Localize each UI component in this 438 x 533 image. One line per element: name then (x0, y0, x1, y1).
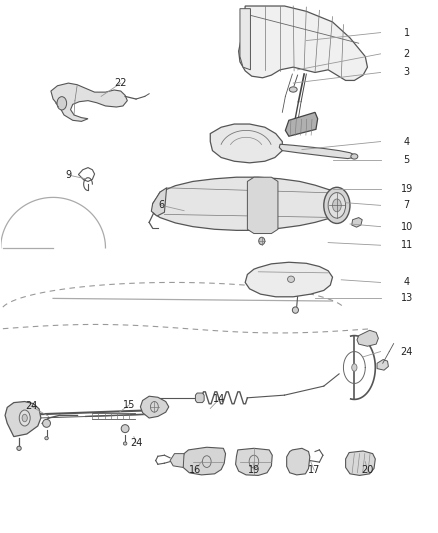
Ellipse shape (124, 442, 127, 445)
Polygon shape (210, 124, 283, 163)
Polygon shape (377, 360, 389, 370)
Polygon shape (287, 448, 310, 475)
Text: 24: 24 (401, 346, 413, 357)
Text: 16: 16 (189, 465, 201, 475)
Polygon shape (182, 447, 226, 475)
Ellipse shape (352, 364, 357, 371)
Ellipse shape (22, 414, 27, 422)
Ellipse shape (57, 96, 67, 110)
Ellipse shape (42, 419, 50, 427)
Text: 2: 2 (404, 49, 410, 59)
Ellipse shape (292, 307, 298, 313)
Text: 9: 9 (65, 170, 71, 180)
Ellipse shape (259, 237, 265, 245)
Polygon shape (286, 112, 318, 136)
Polygon shape (236, 448, 272, 475)
Ellipse shape (19, 410, 30, 426)
Polygon shape (240, 9, 251, 70)
Text: 4: 4 (404, 278, 410, 287)
Text: 24: 24 (25, 401, 37, 411)
Polygon shape (170, 454, 184, 467)
Polygon shape (195, 393, 204, 402)
Text: 13: 13 (401, 293, 413, 303)
Text: 6: 6 (158, 200, 164, 211)
Text: 11: 11 (401, 240, 413, 250)
Text: 3: 3 (404, 68, 410, 77)
Ellipse shape (328, 192, 346, 218)
Polygon shape (245, 262, 332, 297)
Polygon shape (152, 177, 348, 230)
Text: 7: 7 (404, 200, 410, 211)
Ellipse shape (289, 87, 297, 92)
Text: 19: 19 (248, 465, 260, 475)
Ellipse shape (17, 446, 21, 450)
Polygon shape (279, 144, 354, 159)
Polygon shape (151, 188, 166, 216)
Polygon shape (5, 401, 41, 437)
Ellipse shape (288, 276, 294, 282)
Polygon shape (141, 396, 169, 418)
Text: 14: 14 (213, 394, 225, 405)
Ellipse shape (324, 187, 350, 223)
Polygon shape (357, 330, 378, 346)
Polygon shape (51, 83, 127, 122)
Ellipse shape (45, 437, 48, 440)
Polygon shape (346, 451, 375, 475)
Ellipse shape (351, 154, 358, 159)
Text: 5: 5 (404, 155, 410, 165)
Text: 4: 4 (404, 136, 410, 147)
Polygon shape (352, 217, 362, 227)
Text: 10: 10 (401, 222, 413, 232)
Text: 15: 15 (124, 400, 136, 410)
Polygon shape (239, 6, 367, 80)
Polygon shape (247, 177, 278, 233)
Text: 17: 17 (308, 465, 320, 475)
Text: 19: 19 (401, 184, 413, 195)
Ellipse shape (121, 425, 129, 433)
Text: 22: 22 (114, 78, 127, 88)
Text: 20: 20 (361, 465, 374, 475)
Text: 24: 24 (130, 438, 142, 448)
Text: 1: 1 (404, 28, 410, 38)
Ellipse shape (332, 199, 341, 212)
